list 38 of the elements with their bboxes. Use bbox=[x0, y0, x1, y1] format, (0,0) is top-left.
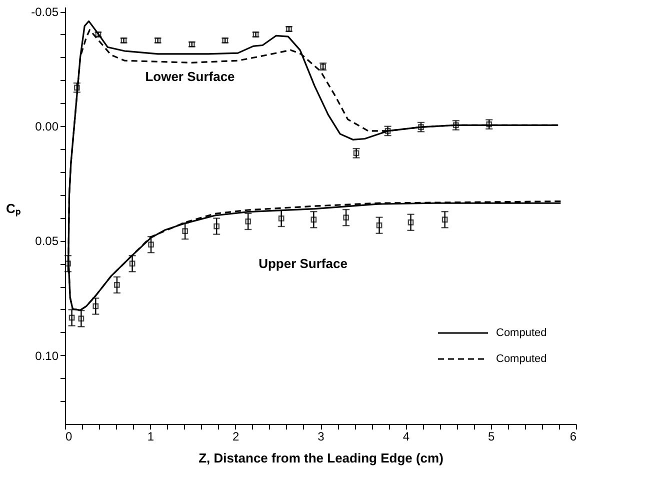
x-tick-label: 3 bbox=[318, 430, 325, 444]
y-tick-label: 0.10 bbox=[35, 348, 59, 363]
point bbox=[442, 216, 448, 223]
legend-label: Computed bbox=[496, 327, 547, 339]
point bbox=[452, 122, 459, 128]
point bbox=[74, 84, 80, 91]
legend-label: Computed bbox=[496, 353, 547, 365]
point bbox=[486, 121, 492, 128]
point bbox=[384, 128, 391, 134]
point bbox=[278, 216, 284, 222]
x-tick-label: 0 bbox=[66, 430, 72, 444]
point bbox=[214, 223, 220, 230]
annotation: Lower Surface bbox=[145, 69, 235, 84]
point bbox=[418, 124, 424, 130]
annotation: Upper Surface bbox=[258, 256, 348, 271]
point bbox=[148, 242, 154, 248]
point bbox=[310, 216, 317, 223]
x-tick-label: 4 bbox=[402, 430, 410, 444]
point bbox=[343, 214, 349, 221]
x-tick-label: 6 bbox=[570, 430, 577, 444]
point bbox=[78, 316, 84, 322]
point bbox=[68, 314, 75, 321]
x-axis-title: Z, Distance from the Leading Edge (cm) bbox=[198, 450, 444, 466]
point bbox=[376, 222, 382, 228]
point bbox=[353, 150, 360, 156]
point bbox=[408, 219, 414, 226]
point bbox=[182, 228, 188, 234]
point bbox=[245, 218, 252, 224]
x-tick-label: 2 bbox=[232, 430, 240, 444]
point bbox=[92, 303, 99, 310]
point bbox=[114, 282, 120, 288]
y-tick-label: 0.05 bbox=[35, 234, 59, 248]
y-tick-label: -0.05 bbox=[31, 5, 59, 20]
y-tick-label: 0.00 bbox=[35, 120, 59, 134]
x-tick-label: 5 bbox=[488, 430, 495, 444]
x-tick-label: 1 bbox=[147, 430, 154, 444]
y-axis-title: Cₚ bbox=[6, 201, 20, 217]
point bbox=[129, 260, 136, 267]
